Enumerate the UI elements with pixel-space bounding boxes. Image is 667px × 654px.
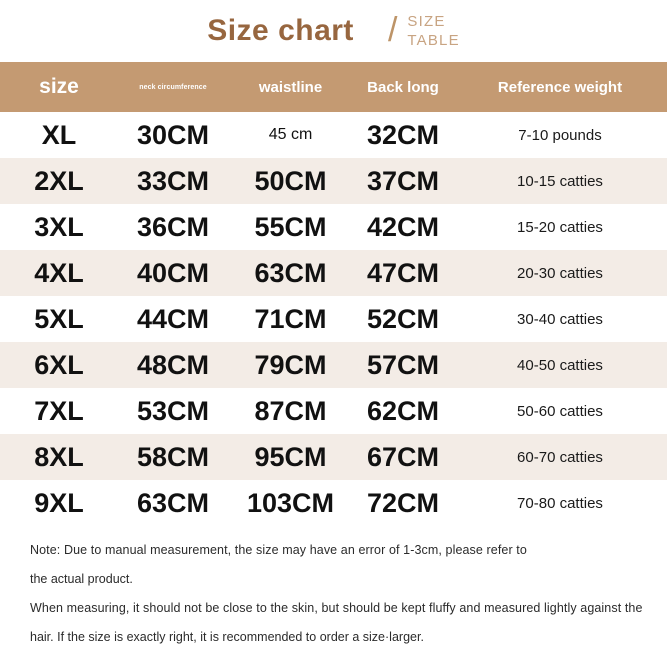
cell-neck: 48CM xyxy=(136,349,210,380)
table-row: 2XL 33CM 50CM 37CM 10-15 catties xyxy=(0,158,667,204)
cell-waist: 63CM xyxy=(254,257,327,288)
cell-weight: 30-40 catties xyxy=(517,310,603,328)
cell-size: 3XL xyxy=(34,211,84,242)
cell-size: XL xyxy=(41,119,77,150)
cell-weight: 15-20 catties xyxy=(517,218,603,236)
cell-waist: 87CM xyxy=(254,395,327,426)
cell-waist: 71CM xyxy=(254,303,327,334)
cell-size: 8XL xyxy=(34,441,84,472)
cell-weight: 60-70 catties xyxy=(517,448,603,466)
table-row: 5XL 44CM 71CM 52CM 30-40 catties xyxy=(0,296,667,342)
chart-title-block: Size chart / SIZE TABLE xyxy=(0,0,667,62)
table-row: 7XL 53CM 87CM 62CM 50-60 catties xyxy=(0,388,667,434)
table-row: 3XL 36CM 55CM 42CM 15-20 catties xyxy=(0,204,667,250)
size-table: size neck circumference waistline Back l… xyxy=(0,62,667,526)
cell-neck: 30CM xyxy=(136,119,210,150)
cell-weight: 20-30 catties xyxy=(517,264,603,282)
cell-back: 32CM xyxy=(366,119,440,150)
cell-back: 57CM xyxy=(366,349,440,380)
cell-size: 6XL xyxy=(34,349,84,380)
note-line-2: the actual product. xyxy=(30,572,133,586)
column-header-back: Back long xyxy=(367,78,439,96)
cell-waist: 55CM xyxy=(254,211,327,242)
note-line-1: Note: Due to manual measurement, the siz… xyxy=(30,543,527,557)
column-header-waist: waistline xyxy=(258,78,323,96)
cell-size: 2XL xyxy=(34,165,84,196)
cell-neck: 53CM xyxy=(136,395,210,426)
cell-back: 67CM xyxy=(366,441,440,472)
subtitle-line-2: TABLE xyxy=(407,32,460,49)
page-title: Size chart xyxy=(207,14,354,47)
table-row: 4XL 40CM 63CM 47CM 20-30 catties xyxy=(0,250,667,296)
cell-size: 9XL xyxy=(34,487,84,518)
column-header-neck: neck circumference xyxy=(139,83,207,91)
cell-neck: 36CM xyxy=(136,211,210,242)
cell-back: 42CM xyxy=(366,211,440,242)
cell-waist: 45 cm xyxy=(268,126,313,143)
cell-size: 4XL xyxy=(34,257,84,288)
cell-back: 37CM xyxy=(366,165,440,196)
table-row: 8XL 58CM 95CM 67CM 60-70 catties xyxy=(0,434,667,480)
cell-back: 52CM xyxy=(366,303,440,334)
cell-back: 72CM xyxy=(366,487,440,518)
cell-waist: 103CM xyxy=(246,487,335,518)
cell-weight: 10-15 catties xyxy=(517,172,603,190)
table-header-row: size neck circumference waistline Back l… xyxy=(0,62,667,112)
cell-back: 47CM xyxy=(366,257,440,288)
chart-subtitle: SIZE TABLE xyxy=(407,13,459,51)
cell-neck: 58CM xyxy=(136,441,210,472)
cell-neck: 63CM xyxy=(136,487,210,518)
note-line-3: When measuring, it should not be close t… xyxy=(30,601,643,615)
cell-neck: 44CM xyxy=(136,303,210,334)
subtitle-line-1: SIZE xyxy=(407,13,446,31)
note-line-4: hair. If the size is exactly right, it i… xyxy=(30,630,424,644)
chart-notes: Note: Due to manual measurement, the siz… xyxy=(0,536,667,652)
cell-size: 7XL xyxy=(34,395,84,426)
cell-weight: 7-10 pounds xyxy=(518,126,602,144)
cell-size: 5XL xyxy=(34,303,84,334)
cell-waist: 95CM xyxy=(254,441,327,472)
table-row: 9XL 63CM 103CM 72CM 70-80 catties xyxy=(0,480,667,526)
cell-neck: 33CM xyxy=(136,165,210,196)
cell-weight: 50-60 catties xyxy=(517,402,603,420)
table-row: 6XL 48CM 79CM 57CM 40-50 catties xyxy=(0,342,667,388)
cell-neck: 40CM xyxy=(136,257,210,288)
column-header-size: size xyxy=(39,75,79,98)
cell-back: 62CM xyxy=(366,395,440,426)
cell-weight: 70-80 catties xyxy=(517,494,603,512)
title-divider-slash: / xyxy=(387,11,398,49)
column-header-weight: Reference weight xyxy=(497,78,623,96)
cell-waist: 50CM xyxy=(254,165,327,196)
table-row: XL 30CM 45 cm 32CM 7-10 pounds xyxy=(0,112,667,158)
cell-waist: 79CM xyxy=(254,349,327,380)
cell-weight: 40-50 catties xyxy=(517,356,603,374)
